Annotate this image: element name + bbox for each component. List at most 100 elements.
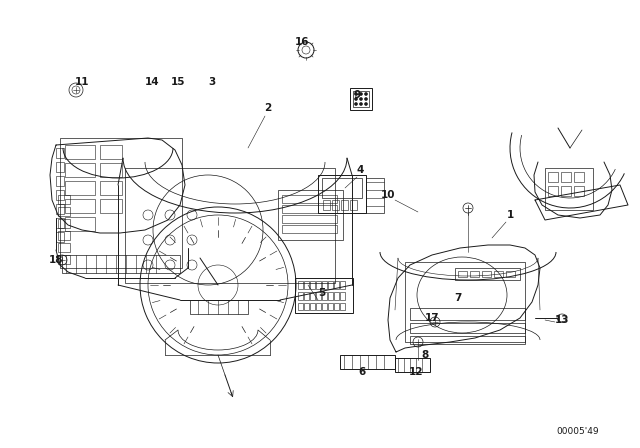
Bar xyxy=(366,178,384,213)
Bar xyxy=(322,292,327,300)
Text: 15: 15 xyxy=(171,77,185,87)
Bar xyxy=(494,271,503,277)
Bar xyxy=(58,207,70,216)
Bar xyxy=(65,181,95,195)
Bar xyxy=(65,199,95,213)
Bar xyxy=(58,243,70,252)
Text: 3: 3 xyxy=(209,77,216,87)
Bar xyxy=(282,215,337,223)
Bar xyxy=(65,163,95,177)
Bar xyxy=(548,186,558,196)
Text: 17: 17 xyxy=(425,313,439,323)
Bar xyxy=(100,163,122,177)
Ellipse shape xyxy=(365,92,367,95)
Bar xyxy=(350,200,357,210)
Bar xyxy=(574,172,584,182)
Text: 14: 14 xyxy=(145,77,159,87)
Bar xyxy=(340,292,345,300)
Bar xyxy=(56,232,64,242)
Bar xyxy=(56,218,64,228)
Bar xyxy=(58,195,70,204)
Text: 1: 1 xyxy=(506,210,514,220)
Ellipse shape xyxy=(365,103,367,105)
Bar xyxy=(190,300,248,314)
Bar xyxy=(350,88,372,110)
Bar xyxy=(341,200,348,210)
Bar xyxy=(561,172,571,182)
Bar xyxy=(304,292,309,300)
Bar xyxy=(332,200,339,210)
Text: 4: 4 xyxy=(356,165,364,175)
Bar xyxy=(506,271,515,277)
Bar xyxy=(455,268,520,280)
Bar xyxy=(56,162,64,172)
Bar xyxy=(334,292,339,300)
Bar xyxy=(56,148,64,158)
Bar xyxy=(125,168,335,283)
Bar xyxy=(334,281,339,289)
Bar xyxy=(278,190,343,240)
Bar xyxy=(100,199,122,213)
Bar xyxy=(322,281,327,289)
Bar xyxy=(56,190,64,200)
Bar xyxy=(458,271,467,277)
Bar xyxy=(65,217,95,231)
Text: 6: 6 xyxy=(358,367,365,377)
Bar xyxy=(60,138,182,268)
Bar xyxy=(340,303,345,310)
Bar xyxy=(295,278,353,313)
Bar xyxy=(328,292,333,300)
Bar xyxy=(304,281,309,289)
Bar xyxy=(100,145,122,159)
Ellipse shape xyxy=(355,103,358,105)
Text: 16: 16 xyxy=(295,37,309,47)
Bar xyxy=(340,355,395,369)
Bar xyxy=(298,281,303,289)
Bar xyxy=(322,178,362,198)
Bar xyxy=(410,336,525,344)
Ellipse shape xyxy=(360,92,362,95)
Bar xyxy=(322,303,327,310)
Bar xyxy=(410,308,525,320)
Text: 8: 8 xyxy=(421,350,429,360)
Bar xyxy=(395,358,430,372)
Text: 12: 12 xyxy=(409,367,423,377)
Bar xyxy=(316,281,321,289)
Bar xyxy=(470,271,479,277)
Bar xyxy=(482,271,491,277)
Bar xyxy=(316,303,321,310)
Text: 00005'49: 00005'49 xyxy=(557,427,599,436)
Bar xyxy=(323,200,330,210)
Bar xyxy=(340,281,345,289)
Ellipse shape xyxy=(360,103,362,105)
Bar xyxy=(65,145,95,159)
Bar xyxy=(282,205,337,213)
Bar xyxy=(328,303,333,310)
Bar xyxy=(316,292,321,300)
Bar xyxy=(310,281,315,289)
Bar xyxy=(56,176,64,186)
Bar xyxy=(62,255,180,273)
Ellipse shape xyxy=(365,98,367,100)
Bar xyxy=(561,186,571,196)
Bar xyxy=(574,186,584,196)
Bar xyxy=(100,181,122,195)
Bar xyxy=(545,168,593,210)
Ellipse shape xyxy=(360,98,362,100)
Ellipse shape xyxy=(355,98,358,100)
Text: 2: 2 xyxy=(264,103,271,113)
Bar xyxy=(334,303,339,310)
Text: 9: 9 xyxy=(353,90,360,100)
Bar xyxy=(58,219,70,228)
Text: 5: 5 xyxy=(318,288,326,298)
Bar xyxy=(58,231,70,240)
Bar xyxy=(298,292,303,300)
Bar xyxy=(328,281,333,289)
Bar xyxy=(282,195,337,203)
Text: 10: 10 xyxy=(381,190,396,200)
Text: 11: 11 xyxy=(75,77,89,87)
Bar xyxy=(318,175,366,213)
Bar xyxy=(405,262,525,342)
Bar xyxy=(56,204,64,214)
Text: 18: 18 xyxy=(49,255,63,265)
